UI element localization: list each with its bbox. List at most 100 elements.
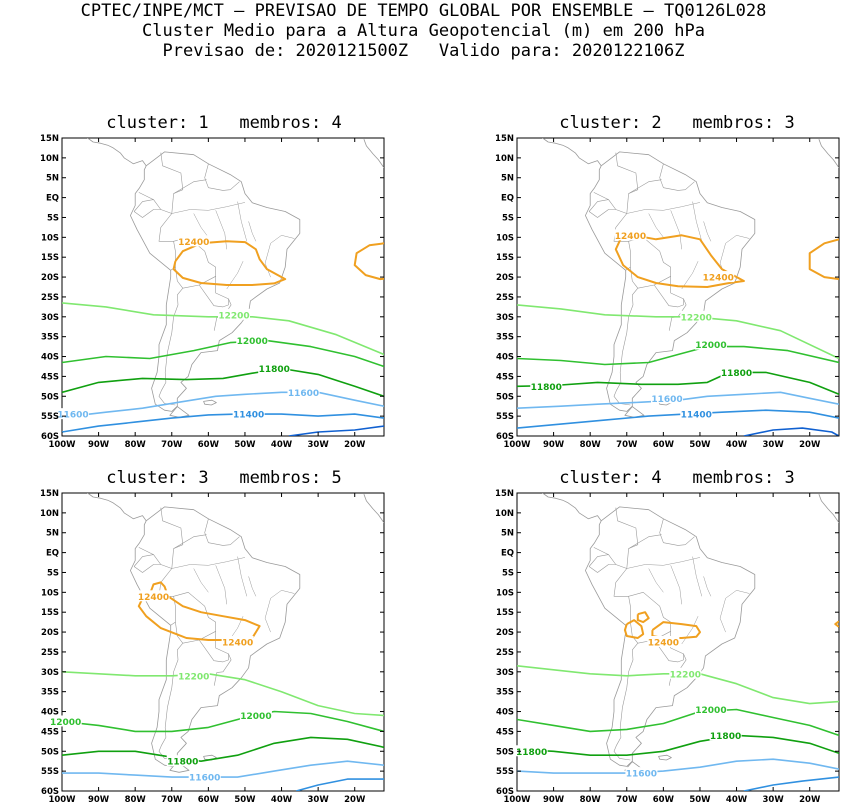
country-border bbox=[173, 534, 207, 549]
lat-tick-label: 45S bbox=[496, 372, 514, 382]
lat-tick-label: 5S bbox=[502, 568, 514, 578]
lat-tick-label: 60S bbox=[41, 787, 59, 797]
contour-label: 12000 bbox=[237, 337, 268, 347]
contour-label: 12200 bbox=[681, 313, 712, 323]
river-line bbox=[171, 202, 246, 214]
lat-tick-label: 35S bbox=[496, 688, 514, 698]
lat-tick-label: 10S bbox=[41, 588, 59, 598]
country-border bbox=[133, 199, 154, 212]
lon-tick-label: 80W bbox=[125, 795, 147, 803]
lat-tick-label: 50S bbox=[496, 747, 514, 757]
contour-label-bg bbox=[515, 745, 548, 757]
contour-label-bg bbox=[625, 767, 658, 779]
contour-line-12200 bbox=[62, 671, 384, 717]
river-line bbox=[670, 565, 682, 605]
contour-label: 11400 bbox=[681, 411, 712, 421]
contour-label-bg bbox=[236, 334, 269, 346]
contour-label-bg bbox=[694, 338, 727, 350]
lon-tick-label: 70W bbox=[616, 440, 638, 450]
lat-tick-label: 10S bbox=[496, 588, 514, 598]
map-panel-cluster-3: 12400 12400 12200 12000 12000 11800 11600 15N 10… bbox=[40, 489, 385, 803]
lat-tick-label: 5S bbox=[47, 568, 59, 578]
panel-title-cluster-4: cluster: 4 membros: 3 bbox=[559, 468, 795, 488]
lat-tick-label: 35S bbox=[41, 333, 59, 343]
country-border bbox=[133, 209, 161, 218]
contour-line-11200 bbox=[288, 425, 384, 436]
lat-tick-label: 15N bbox=[40, 489, 59, 499]
lat-tick-label: 55S bbox=[496, 767, 514, 777]
country-border bbox=[158, 643, 184, 761]
map-frame bbox=[61, 137, 385, 437]
country-border bbox=[593, 152, 639, 214]
lat-tick-label: 5N bbox=[501, 529, 514, 539]
contour-label: 11800 bbox=[259, 365, 290, 375]
lat-tick-label: 40S bbox=[496, 353, 514, 363]
river-line bbox=[719, 590, 750, 633]
contour-line-11600 bbox=[62, 391, 384, 419]
map-panel-cluster-4: 12400 12200 12000 11800 11800 11600 15N 10N 5N EQ… bbox=[495, 489, 840, 803]
lat-tick-label: 40S bbox=[496, 708, 514, 718]
contour-label: 11800 bbox=[516, 748, 547, 758]
lat-tick-label: 15N bbox=[495, 489, 514, 499]
contour-line-11600 bbox=[517, 758, 839, 774]
lon-tick-label: 90W bbox=[88, 795, 110, 803]
river-line bbox=[248, 576, 257, 597]
lon-tick-label: 60W bbox=[653, 795, 675, 803]
country-border bbox=[659, 518, 695, 546]
lat-tick-label: 10N bbox=[495, 509, 514, 519]
river-line bbox=[193, 213, 209, 238]
lat-tick-label: 10N bbox=[40, 154, 59, 164]
river-line bbox=[648, 213, 664, 238]
lat-tick-label: 55S bbox=[41, 412, 59, 422]
river-line bbox=[681, 261, 699, 290]
country-border bbox=[659, 163, 695, 191]
contour-line-12000 bbox=[62, 710, 384, 733]
contour-label-bg bbox=[188, 771, 221, 783]
lon-tick-label: 90W bbox=[543, 795, 565, 803]
lon-tick-label: 30W bbox=[763, 440, 785, 450]
lat-tick-label: 15S bbox=[496, 608, 514, 618]
contour-label: 11600 bbox=[651, 395, 682, 405]
contour-line-12000 bbox=[517, 345, 839, 366]
contour-line-11200 bbox=[743, 427, 839, 436]
lon-tick-label: 30W bbox=[763, 795, 785, 803]
map-panel-cluster-2: 12400 12400 12200 12000 11800 11800 11600 11400… bbox=[495, 134, 840, 450]
contour-line-11400 bbox=[295, 778, 384, 791]
contour-label-bg bbox=[720, 366, 753, 378]
contour-label-bg bbox=[702, 271, 735, 283]
africa-coastline bbox=[363, 139, 384, 169]
contour-label: 11800 bbox=[531, 383, 562, 393]
contour-line-12000 bbox=[62, 339, 384, 368]
contour-label-bg bbox=[56, 408, 89, 420]
lat-tick-label: 40S bbox=[41, 708, 59, 718]
country-border bbox=[213, 653, 232, 686]
lon-tick-label: 70W bbox=[161, 795, 183, 803]
lon-tick-label: 80W bbox=[125, 440, 147, 450]
lat-tick-label: 30S bbox=[496, 313, 514, 323]
lon-tick-label: 80W bbox=[580, 795, 602, 803]
contour-label-bg bbox=[221, 636, 254, 647]
river-line bbox=[703, 576, 712, 597]
contour-label-bg bbox=[694, 703, 727, 715]
contour-label: 12200 bbox=[670, 670, 701, 680]
country-border bbox=[588, 564, 616, 573]
lat-tick-label: 5N bbox=[46, 174, 59, 184]
country-border bbox=[628, 534, 662, 549]
river-line bbox=[193, 568, 209, 593]
lon-tick-label: 50W bbox=[234, 440, 256, 450]
contour-line-12200 bbox=[517, 304, 839, 360]
country-border bbox=[588, 209, 616, 218]
lat-tick-label: EQ bbox=[501, 194, 514, 204]
river-line bbox=[215, 565, 227, 605]
lat-tick-label: 10S bbox=[496, 233, 514, 243]
contour-line-11400 bbox=[743, 776, 839, 791]
central-america-coastline bbox=[86, 138, 147, 167]
lat-tick-label: EQ bbox=[46, 549, 59, 559]
lat-tick-label: 30S bbox=[496, 668, 514, 678]
lon-tick-label: 60W bbox=[198, 440, 220, 450]
contour-label-bg bbox=[177, 669, 210, 681]
lat-tick-label: EQ bbox=[501, 549, 514, 559]
river-line bbox=[703, 221, 712, 242]
contour-line-12400 bbox=[623, 619, 645, 639]
lat-tick-label: 5S bbox=[502, 213, 514, 223]
